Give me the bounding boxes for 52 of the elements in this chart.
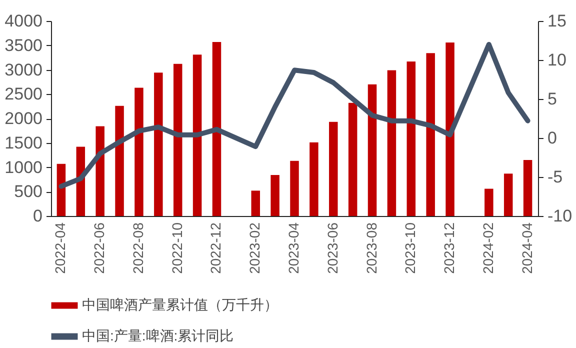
- x-tick-label: 2023-08: [363, 222, 380, 274]
- bar: [523, 160, 532, 216]
- bar: [96, 126, 104, 216]
- bar: [134, 88, 144, 216]
- x-tick-label: 2022-04: [52, 222, 68, 274]
- bar: [426, 53, 435, 216]
- bar: [446, 42, 454, 216]
- bar: [406, 61, 416, 216]
- y2-tick-label: 5: [548, 90, 557, 108]
- bar: [310, 142, 318, 216]
- bar: [56, 164, 66, 216]
- y-tick-label: 0: [33, 206, 42, 226]
- bar: [368, 84, 377, 216]
- legend-label: 中国啤酒产量累计值（万千升）: [82, 296, 278, 312]
- x-tick-label: 2023-12: [441, 222, 458, 274]
- bar: [115, 106, 124, 216]
- bar: [192, 54, 202, 216]
- y-tick-label: 3500: [4, 36, 42, 55]
- x-tick-label: 2023-04: [286, 222, 302, 274]
- x-tick-label: 2022-08: [130, 222, 146, 274]
- y-tick-label: 1000: [4, 158, 42, 177]
- bar: [270, 175, 280, 216]
- y-tick-label: 500: [14, 182, 42, 202]
- bar: [348, 102, 358, 216]
- x-tick-label: 2023-02: [246, 222, 263, 274]
- x-tick-label: 2024-02: [480, 222, 496, 274]
- bar: [251, 190, 260, 216]
- bar: [329, 122, 338, 216]
- bar: [154, 72, 163, 216]
- bar: [173, 64, 182, 216]
- y2-tick-label: 15: [548, 12, 566, 30]
- bar: [212, 42, 222, 216]
- x-tick-label: 2023-10: [402, 222, 418, 274]
- y-tick-label: 2500: [4, 84, 42, 104]
- bar: [290, 160, 299, 216]
- bar: [504, 174, 513, 216]
- y-tick-label: 1500: [4, 133, 42, 152]
- bar: [484, 188, 494, 216]
- y2-tick-label: -10: [548, 206, 572, 226]
- bar: [387, 70, 396, 216]
- x-tick-label: 2022-10: [168, 222, 185, 274]
- x-tick-label: 2023-06: [324, 222, 340, 274]
- x-tick-label: 2024-04: [518, 222, 535, 274]
- y-tick-label: 2000: [4, 109, 42, 128]
- y-tick-label: 3000: [4, 60, 42, 80]
- y2-tick-label: 0: [548, 128, 557, 148]
- y-tick-label: 4000: [4, 12, 42, 30]
- x-tick-label: 2022-12: [208, 222, 224, 274]
- legend-label: 中国:产量:啤酒:累计同比: [82, 328, 234, 344]
- x-tick-label: 2022-06: [91, 222, 108, 274]
- y2-tick-label: 10: [548, 50, 566, 70]
- y2-tick-label: -5: [548, 168, 563, 186]
